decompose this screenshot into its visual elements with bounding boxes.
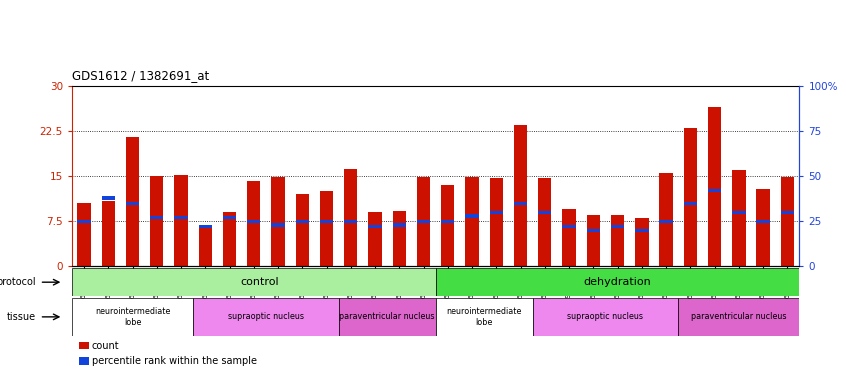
Bar: [199, 225, 212, 228]
Text: paraventricular nucleus: paraventricular nucleus: [339, 312, 435, 321]
Bar: [320, 220, 333, 223]
Bar: [436, 268, 799, 296]
Bar: [563, 225, 576, 228]
Bar: [684, 202, 697, 205]
Bar: [533, 298, 678, 336]
Bar: [659, 220, 673, 223]
Bar: [368, 225, 382, 228]
Bar: [514, 202, 527, 205]
Bar: [586, 215, 600, 266]
Bar: [393, 223, 406, 226]
Bar: [126, 202, 140, 205]
Bar: [417, 177, 431, 266]
Bar: [436, 298, 533, 336]
Text: control: control: [240, 277, 279, 287]
Bar: [490, 211, 503, 214]
Bar: [174, 216, 188, 219]
Bar: [295, 194, 309, 266]
Bar: [368, 212, 382, 266]
Bar: [781, 211, 794, 214]
Bar: [441, 220, 454, 223]
Bar: [586, 229, 600, 232]
Bar: [77, 203, 91, 266]
Bar: [126, 137, 140, 266]
Bar: [781, 177, 794, 266]
Bar: [222, 212, 236, 266]
Bar: [247, 181, 261, 266]
Bar: [465, 177, 479, 266]
Bar: [514, 125, 527, 266]
Bar: [344, 220, 358, 223]
Bar: [344, 169, 358, 266]
Bar: [393, 211, 406, 266]
Bar: [102, 196, 115, 200]
Bar: [150, 176, 163, 266]
Bar: [538, 211, 552, 214]
Bar: [756, 189, 770, 266]
Bar: [102, 201, 115, 266]
Bar: [465, 214, 479, 217]
Bar: [659, 173, 673, 266]
Text: neurointermediate
lobe: neurointermediate lobe: [447, 307, 522, 327]
Bar: [635, 218, 649, 266]
Bar: [684, 128, 697, 266]
Bar: [611, 215, 624, 266]
Bar: [295, 220, 309, 223]
Text: dehydration: dehydration: [584, 277, 651, 287]
Bar: [77, 220, 91, 223]
Bar: [150, 216, 163, 219]
Bar: [611, 225, 624, 228]
Text: tissue: tissue: [7, 312, 36, 322]
Bar: [635, 229, 649, 232]
Bar: [72, 268, 436, 296]
Bar: [247, 220, 261, 223]
Bar: [80, 342, 90, 350]
Bar: [538, 178, 552, 266]
Bar: [80, 357, 90, 364]
Text: count: count: [91, 340, 119, 351]
Text: supraoptic nucleus: supraoptic nucleus: [568, 312, 644, 321]
Text: neurointermediate
lobe: neurointermediate lobe: [95, 307, 170, 327]
Text: percentile rank within the sample: percentile rank within the sample: [91, 356, 256, 366]
Text: GDS1612 / 1382691_at: GDS1612 / 1382691_at: [72, 69, 209, 82]
Bar: [222, 216, 236, 219]
Bar: [272, 223, 285, 226]
Bar: [338, 298, 436, 336]
Bar: [272, 177, 285, 266]
Text: protocol: protocol: [0, 277, 36, 287]
Text: supraoptic nucleus: supraoptic nucleus: [228, 312, 304, 321]
Bar: [563, 209, 576, 266]
Bar: [708, 107, 722, 266]
Bar: [490, 178, 503, 266]
Bar: [756, 220, 770, 223]
Bar: [678, 298, 799, 336]
Bar: [174, 175, 188, 266]
Bar: [732, 170, 745, 266]
Bar: [441, 185, 454, 266]
Bar: [193, 298, 338, 336]
Bar: [320, 191, 333, 266]
Bar: [199, 225, 212, 266]
Bar: [72, 298, 193, 336]
Bar: [417, 220, 431, 223]
Bar: [708, 189, 722, 192]
Text: paraventricular nucleus: paraventricular nucleus: [691, 312, 787, 321]
Bar: [732, 211, 745, 214]
